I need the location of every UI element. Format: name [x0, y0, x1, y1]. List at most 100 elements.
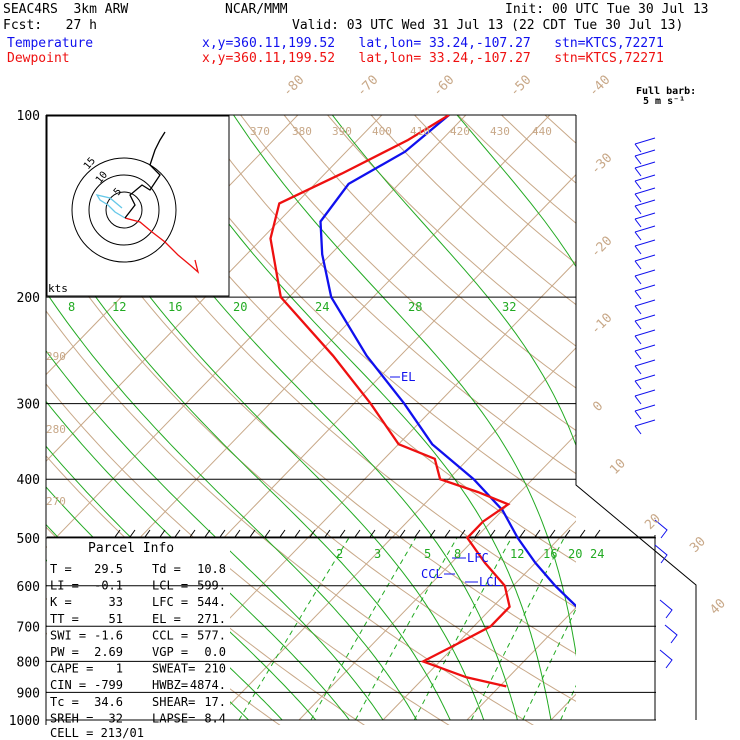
temperature-location: x,y=360.11,199.52 lat,lon= 33.24,-107.27… [202, 36, 664, 51]
dry-adiabat [675, 115, 740, 733]
pressure-label: 300 [17, 398, 40, 413]
parcel-field: 51 [109, 612, 123, 626]
parcel-field: -799 [94, 678, 123, 692]
wind-barb-flag [634, 275, 642, 285]
dry-adiabat [370, 115, 576, 306]
hatch-mark [294, 529, 301, 538]
mixing-label: 8 [454, 547, 461, 561]
wind-barb-flag [634, 305, 642, 315]
parcel-field: Td = [152, 562, 181, 576]
dry-adiabat [153, 115, 576, 519]
hatch-mark [534, 529, 541, 538]
moist-adiabat [719, 115, 740, 720]
parcel-box-bg [47, 537, 230, 725]
hatch-mark [144, 529, 151, 538]
wind-barb-flag [634, 350, 642, 360]
wind-barb [634, 404, 656, 412]
isotherm-label: 30 [687, 534, 709, 556]
isotherm-line [635, 115, 740, 720]
theta-label: 410 [410, 125, 430, 138]
parcel-field: LCL = [152, 579, 188, 593]
wind-barb [634, 149, 656, 157]
wind-barb-flag [634, 205, 642, 215]
isotherm-label: -30 [588, 151, 615, 178]
parcel-field: LI = [50, 579, 79, 593]
hatch-mark [399, 529, 406, 538]
mixing-label: 16 [168, 300, 182, 314]
wind-barbs [634, 137, 678, 669]
hodograph-frame [46, 115, 230, 297]
dewpoint-location: x,y=360.11,199.52 lat,lon= 33.24,-107.27… [202, 51, 664, 66]
theta-label: 380 [292, 125, 312, 138]
center-label: NCAR/MMM [225, 2, 288, 17]
parcel-field: 34.6 [94, 695, 123, 709]
moist-adiabat [46, 349, 384, 721]
wind-barb [634, 374, 656, 382]
moist-adiabat [46, 291, 418, 721]
hodograph-trace-mid [95, 194, 126, 219]
init-time: Init: 00 UTC Tue 30 Jul 13 [505, 2, 709, 17]
mixing-label: 12 [510, 547, 524, 561]
parcel-field: CAPE = [50, 662, 93, 676]
wind-barb-flag [634, 365, 642, 375]
parcel-field: 2.69 [94, 645, 123, 659]
dry-adiabat [109, 115, 576, 563]
isotherm-line [466, 606, 576, 721]
wind-barb [634, 212, 656, 220]
valid-time: Valid: 03 UTC Wed 31 Jul 13 (22 CDT Tue … [292, 18, 684, 33]
hodograph-ring [105, 191, 143, 229]
wind-barb [634, 389, 656, 397]
mixing-ratio-line [470, 537, 565, 721]
wind-barb [634, 269, 656, 277]
isotherm-label: -50 [507, 73, 534, 100]
wind-barb [634, 299, 656, 307]
hatch-mark [474, 529, 481, 538]
wind-barb-flag [634, 380, 642, 390]
dewpoint-legend: Dewpoint [7, 51, 70, 66]
dry-adiabat [457, 115, 576, 224]
wind-barb [634, 254, 656, 262]
theta-label: 420 [450, 125, 470, 138]
pressure-label: 200 [17, 291, 40, 306]
theta-label: 440 [532, 125, 552, 138]
parcel-field: 1 [116, 662, 123, 676]
dry-adiabat [501, 115, 576, 184]
wind-barb [634, 225, 656, 233]
parcel-field: 271. [197, 612, 226, 626]
parcel-field: CIN = [50, 678, 86, 692]
isotherm-line [214, 347, 576, 721]
wind-barb-flag [634, 143, 642, 153]
parcel-field: TT = [50, 612, 79, 626]
moist-adiabat [46, 221, 451, 721]
wind-barb-flag [634, 231, 642, 241]
hodograph-trace-upper [124, 131, 166, 219]
parcel-field: PW = [50, 645, 79, 659]
pressure-label: 500 [17, 532, 40, 547]
hodograph-ring [71, 157, 177, 263]
mixing-label: 24 [590, 547, 604, 561]
wind-barb-flag [634, 180, 642, 190]
isotherm-line [550, 693, 576, 721]
hatch-mark [339, 529, 346, 538]
parcel-field: 32 [109, 711, 123, 725]
hodograph-units: kts [48, 282, 68, 295]
isotherm-label: -60 [430, 73, 457, 100]
wind-barb-flag [634, 410, 642, 420]
pressure-label: 600 [17, 580, 40, 595]
parcel-field: 8.4 [204, 711, 226, 725]
hatch-mark [159, 529, 166, 538]
wind-barb-flag [634, 290, 642, 300]
isotherm-label: 20 [642, 511, 664, 533]
wind-barb [634, 187, 656, 195]
hatch-mark [564, 529, 571, 538]
dry-adiabat [283, 115, 576, 389]
forecast-hour: Fcst: 27 h [3, 18, 97, 33]
theta-label: 400 [372, 125, 392, 138]
wind-barb [634, 174, 656, 182]
wind-barb-flag [634, 335, 642, 345]
wind-barb [634, 239, 656, 247]
mixing-label: 20 [568, 547, 582, 561]
hatch-mark [429, 529, 436, 538]
mixing-label: 16 [543, 547, 557, 561]
hatch-mark [279, 529, 286, 538]
